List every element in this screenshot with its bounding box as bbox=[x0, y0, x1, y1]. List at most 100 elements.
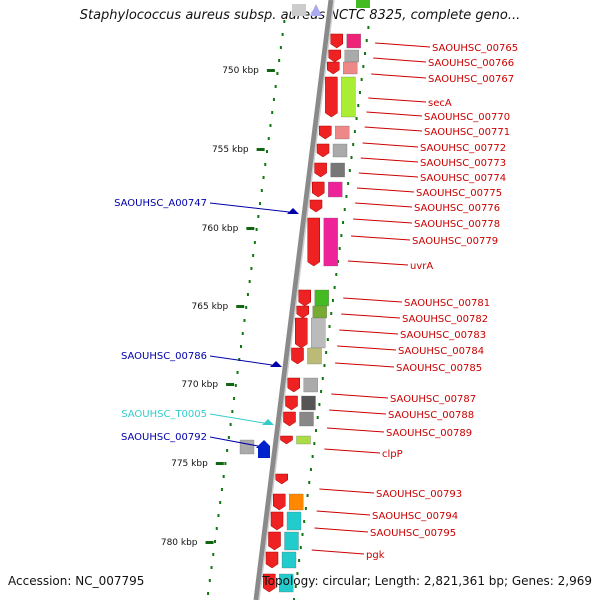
scale-dot-left bbox=[243, 319, 246, 322]
kbp-tick bbox=[236, 305, 245, 308]
scale-dot-right bbox=[357, 104, 360, 107]
scale-dot-left bbox=[279, 46, 282, 49]
scale-dot-left bbox=[212, 553, 215, 556]
scale-dot-left bbox=[266, 150, 268, 153]
gene-label: SAOUHSC_00774 bbox=[420, 173, 506, 184]
scale-dot-right bbox=[333, 286, 336, 289]
gene-arrow bbox=[270, 511, 284, 531]
leader-line bbox=[331, 393, 389, 399]
scale-dot-left bbox=[222, 475, 225, 478]
leader-line bbox=[319, 488, 375, 494]
gene-label: SAOUHSC_00767 bbox=[428, 74, 514, 85]
leader-line bbox=[355, 202, 413, 208]
gene-category-block bbox=[286, 511, 302, 531]
scale-dot-left bbox=[236, 371, 239, 374]
scale-dot-right bbox=[330, 312, 333, 315]
accession-text: Accession: NC_007795 bbox=[8, 574, 145, 588]
scale-dot-right bbox=[298, 559, 301, 562]
gene-arrow bbox=[285, 395, 298, 411]
gene-category-block bbox=[312, 305, 327, 319]
scale-dot-right bbox=[318, 403, 321, 406]
scale-dot-right bbox=[331, 299, 334, 302]
scale-dot-right bbox=[345, 195, 348, 198]
gene-arrow bbox=[327, 61, 340, 75]
kbp-label: 765 kbp bbox=[192, 302, 229, 312]
scale-dot-right bbox=[303, 520, 306, 523]
kbp-label: 770 kbp bbox=[181, 380, 218, 390]
scale-dot-left bbox=[207, 592, 210, 595]
leader-line bbox=[353, 218, 413, 224]
scale-dot-right bbox=[325, 351, 328, 354]
scale-dot-left bbox=[220, 488, 223, 491]
gene-category-block bbox=[341, 76, 356, 118]
gene-arrow bbox=[310, 4, 322, 16]
gene-label: SAOUHSC_00765 bbox=[432, 43, 518, 54]
scale-dot-right bbox=[311, 455, 314, 458]
scale-dot-left bbox=[276, 72, 279, 75]
gene-label: SAOUHSC_00772 bbox=[420, 143, 506, 154]
scale-dot-left bbox=[229, 423, 232, 426]
scale-dot-right bbox=[294, 585, 297, 588]
leader-line bbox=[360, 157, 419, 163]
scale-dot-right bbox=[362, 65, 365, 68]
gene-label: SAOUHSC_00794 bbox=[372, 511, 458, 522]
scale-dot-right bbox=[348, 169, 351, 172]
gene-arrow bbox=[328, 49, 341, 63]
scale-dot-left bbox=[267, 137, 270, 140]
gene-arrow bbox=[316, 143, 330, 158]
scale-dot-right bbox=[355, 117, 358, 120]
scale-dot-left bbox=[231, 410, 234, 413]
gene-arrow bbox=[291, 347, 304, 365]
gene-category-block bbox=[292, 4, 306, 16]
gene-arrow bbox=[275, 473, 288, 485]
leader-line bbox=[316, 510, 371, 516]
kbp-label: 760 kbp bbox=[202, 224, 239, 234]
scale-dot-right bbox=[367, 26, 370, 29]
scale-dot-left bbox=[274, 85, 277, 88]
scale-dot-right bbox=[343, 208, 346, 211]
gene-arrow bbox=[295, 317, 308, 349]
scale-dot-right bbox=[336, 260, 339, 263]
leader-line bbox=[337, 345, 397, 351]
scale-dot-left bbox=[217, 514, 220, 517]
scale-dot-right bbox=[340, 234, 343, 237]
scale-dot-right bbox=[347, 182, 350, 185]
gene-label: SAOUHSC_00775 bbox=[416, 188, 502, 199]
leader-line bbox=[356, 187, 415, 193]
gene-label: SAOUHSC_00771 bbox=[424, 127, 510, 138]
gene-label: pgk bbox=[366, 550, 385, 561]
left-gene-label: SAOUHSC_T0005 bbox=[121, 409, 207, 420]
gene-category-block bbox=[346, 33, 361, 49]
leader-line bbox=[326, 427, 385, 433]
left-gene-label: SAOUHSC_00786 bbox=[121, 351, 207, 362]
kbp-label: 750 kbp bbox=[222, 66, 259, 76]
gene-category-block bbox=[332, 143, 348, 158]
gene-arrow bbox=[330, 33, 343, 49]
leader-line bbox=[339, 329, 399, 335]
scale-dot-left bbox=[250, 267, 253, 270]
kbp-tick bbox=[205, 541, 214, 544]
scale-dot-left bbox=[260, 189, 263, 192]
leader-line bbox=[368, 97, 427, 103]
scale-dot-left bbox=[227, 436, 230, 439]
scale-dot-right bbox=[328, 325, 331, 328]
gene-category-block bbox=[328, 181, 343, 198]
gene-category-block bbox=[323, 217, 338, 267]
gene-category-block bbox=[289, 493, 304, 511]
gene-label: SAOUHSC_00793 bbox=[376, 489, 462, 500]
backbone-highlight bbox=[258, 0, 335, 600]
scale-dot-left bbox=[255, 228, 258, 231]
scale-dot-left bbox=[252, 254, 255, 257]
scale-dot-left bbox=[262, 176, 265, 179]
leader-line bbox=[371, 73, 427, 79]
scale-dot-left bbox=[224, 462, 227, 465]
gene-category-block bbox=[307, 347, 322, 365]
scale-dot-right bbox=[308, 481, 311, 484]
kbp-label: 780 kbp bbox=[161, 538, 198, 548]
gene-label: SAOUHSC_00778 bbox=[414, 219, 500, 230]
left-leader-line bbox=[209, 436, 259, 447]
scale-dot-right bbox=[320, 390, 323, 393]
label-leaders bbox=[209, 42, 431, 555]
scale-dot-left bbox=[248, 280, 251, 283]
